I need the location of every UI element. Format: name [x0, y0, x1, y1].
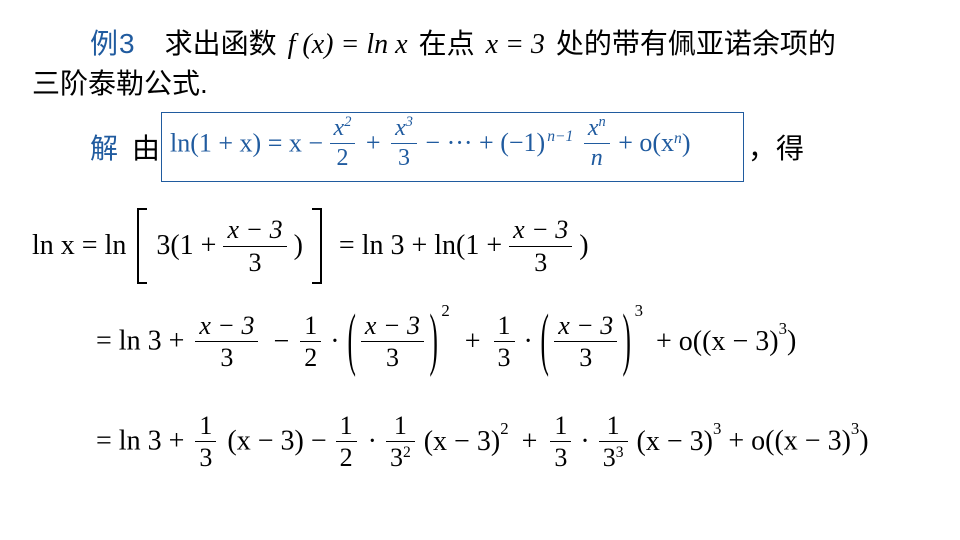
- taylor-formula: ln(1 + x) = x − x2 2 + x3 3 − ··· + (−1)…: [170, 114, 690, 173]
- left-square-bracket: [137, 208, 147, 284]
- step3-half: 1 2: [336, 410, 357, 473]
- problem-line-2: 三阶泰勒公式.: [32, 62, 208, 102]
- rparen-icon: ): [429, 302, 437, 382]
- step2-frac3: x − 3 3: [554, 310, 617, 373]
- step2-third: 1 3: [494, 310, 515, 373]
- formula-frac1: x2 2: [330, 114, 356, 173]
- step2-half: 1 2: [300, 310, 321, 373]
- formula-frac3: xn n: [584, 114, 610, 173]
- step3-third1: 1 3: [195, 410, 216, 473]
- by-label: 由: [132, 127, 160, 167]
- rparen2-icon: ): [623, 302, 631, 382]
- right-square-bracket: [312, 208, 322, 284]
- step1: ln x = ln 3(1 + x − 3 3 ) = ln 3 + ln(1 …: [32, 208, 589, 284]
- formula-ln1: ln(1 + x) = x −: [170, 128, 323, 157]
- problem-text-3: 处的带有佩亚诺余项的: [556, 28, 836, 59]
- problem-text-2: 在点: [419, 28, 475, 59]
- step3-third2: 1 3: [550, 410, 571, 473]
- step3: = ln 3 + 1 3 (x − 3) − 1 2 · 1 32 (x − 3…: [96, 410, 869, 473]
- problem-text-1: 求出函数: [165, 28, 277, 59]
- step1-frac: x − 3 3: [223, 214, 286, 277]
- example-label: 例3: [90, 28, 136, 59]
- step3-1over3sq: 1 32: [386, 410, 415, 473]
- solution-line: 解: [90, 127, 118, 167]
- problem-func: f (x) = ln x: [288, 29, 408, 60]
- step2: = ln 3 + x − 3 3 − 1 2 · ( x − 3 3 ) 2 +…: [96, 310, 796, 373]
- comma-de: ，得: [748, 127, 804, 167]
- step1-frac-2: x − 3 3: [509, 214, 572, 277]
- lparen2-icon: (: [540, 302, 548, 382]
- formula-frac2: x3 3: [391, 114, 417, 173]
- solution-label: 解: [90, 133, 118, 164]
- problem-line-1: 例3 求出函数 f (x) = ln x 在点 x = 3 处的带有佩亚诺余项的: [90, 22, 836, 62]
- lparen-icon: (: [347, 302, 355, 382]
- step2-frac2: x − 3 3: [361, 310, 424, 373]
- step3-1over3cube: 1 33: [599, 410, 628, 473]
- step2-frac1: x − 3 3: [195, 310, 258, 373]
- problem-point: x = 3: [486, 29, 545, 60]
